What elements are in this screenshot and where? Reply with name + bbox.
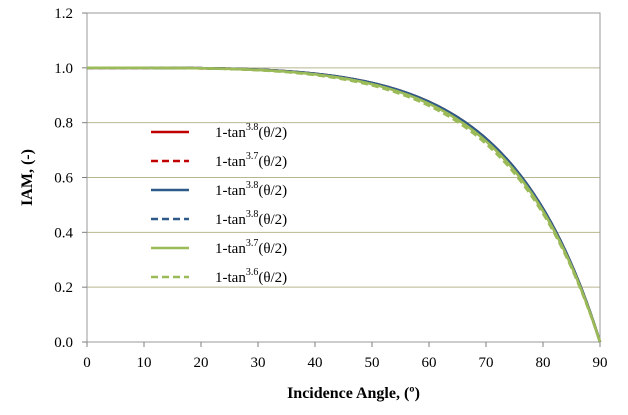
- legend-label-exp-4: 3.7: [246, 238, 259, 249]
- legend-label-5: 1-tan3.6(θ/2): [215, 267, 287, 286]
- axis-layer: 0.0 0.2 0.4 0.6 0.8 1.0 1.2 0 10 20 30 40 50 60 70 80 90: [54, 6, 607, 371]
- x-tick-label-8: 80: [536, 355, 551, 371]
- x-tick-label-5: 50: [365, 355, 380, 371]
- y-tick-label-5: 1.0: [54, 61, 73, 77]
- y-axis-title: IAM, (-): [19, 149, 36, 206]
- y-tick-label-4: 0.8: [54, 116, 73, 132]
- legend-label-arg-0: (θ/2): [258, 125, 287, 141]
- legend-label-exp-2: 3.8: [246, 180, 259, 191]
- legend-label-exp-3: 3.8: [246, 209, 259, 220]
- x-tick-label-2: 20: [194, 355, 209, 371]
- legend-label-exp-0: 3.8: [246, 122, 259, 133]
- y-tick-label-2: 0.4: [54, 225, 73, 241]
- legend-label-base-2: 1-tan: [215, 183, 246, 199]
- x-tick-label-7: 70: [479, 355, 494, 371]
- legend-label-arg-2: (θ/2): [258, 183, 287, 199]
- y-tick-label-1: 0.2: [54, 280, 73, 296]
- legend-label-base-5: 1-tan: [215, 270, 246, 286]
- series-line-0: [87, 66, 602, 343]
- legend: 1-tan3.8(θ/2)1-tan3.7(θ/2)1-tan3.8(θ/2)1…: [151, 122, 287, 286]
- legend-label-base-0: 1-tan: [215, 125, 246, 141]
- legend-label-0: 1-tan3.8(θ/2): [215, 122, 287, 141]
- series-line-1: [87, 66, 602, 343]
- x-axis-title: Incidence Angle, (º): [287, 385, 420, 402]
- legend-label-base-4: 1-tan: [215, 241, 246, 257]
- y-tick-label-3: 0.6: [54, 171, 73, 187]
- series-line-2: [87, 66, 602, 343]
- legend-label-arg-3: (θ/2): [258, 212, 287, 228]
- x-tick-label-3: 30: [251, 355, 266, 371]
- x-tick-label-1: 10: [137, 355, 152, 371]
- legend-label-1: 1-tan3.7(θ/2): [215, 151, 287, 170]
- legend-label-base-1: 1-tan: [215, 154, 246, 170]
- legend-label-arg-4: (θ/2): [258, 241, 287, 257]
- legend-label-4: 1-tan3.7(θ/2): [215, 238, 287, 257]
- legend-label-3: 1-tan3.8(θ/2): [215, 209, 287, 228]
- x-tick-label-0: 0: [83, 355, 91, 371]
- series-line-4: [87, 66, 602, 343]
- legend-label-base-3: 1-tan: [215, 212, 246, 228]
- series-line-5: [87, 66, 602, 343]
- x-tick-label-6: 60: [422, 355, 437, 371]
- legend-label-arg-1: (θ/2): [258, 154, 287, 170]
- legend-label-arg-5: (θ/2): [258, 270, 287, 286]
- y-tick-label-6: 1.2: [54, 6, 73, 22]
- series-layer: [87, 66, 602, 343]
- y-tick-label-0: 0.0: [54, 335, 73, 351]
- x-tick-label-9: 90: [593, 355, 608, 371]
- series-line-3: [87, 66, 602, 343]
- legend-label-exp-5: 3.6: [246, 267, 259, 278]
- legend-label-exp-1: 3.7: [246, 151, 259, 162]
- legend-label-2: 1-tan3.8(θ/2): [215, 180, 287, 199]
- x-tick-label-4: 40: [308, 355, 323, 371]
